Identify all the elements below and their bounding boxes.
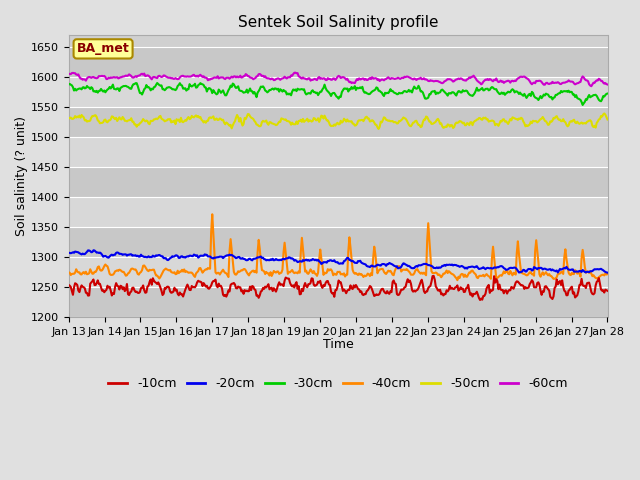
Bar <box>68 108 607 137</box>
Title: Sentek Soil Salinity profile: Sentek Soil Salinity profile <box>238 15 438 30</box>
Bar <box>68 287 607 317</box>
Bar <box>68 48 607 77</box>
Bar <box>68 197 607 227</box>
Legend: -10cm, -20cm, -30cm, -40cm, -50cm, -60cm: -10cm, -20cm, -30cm, -40cm, -50cm, -60cm <box>103 372 573 396</box>
Bar <box>68 77 607 108</box>
Y-axis label: Soil salinity (? unit): Soil salinity (? unit) <box>15 116 28 236</box>
Bar <box>68 137 607 167</box>
Bar <box>68 167 607 197</box>
X-axis label: Time: Time <box>323 338 353 351</box>
Bar <box>68 257 607 287</box>
Bar <box>68 227 607 257</box>
Text: BA_met: BA_met <box>77 42 129 55</box>
